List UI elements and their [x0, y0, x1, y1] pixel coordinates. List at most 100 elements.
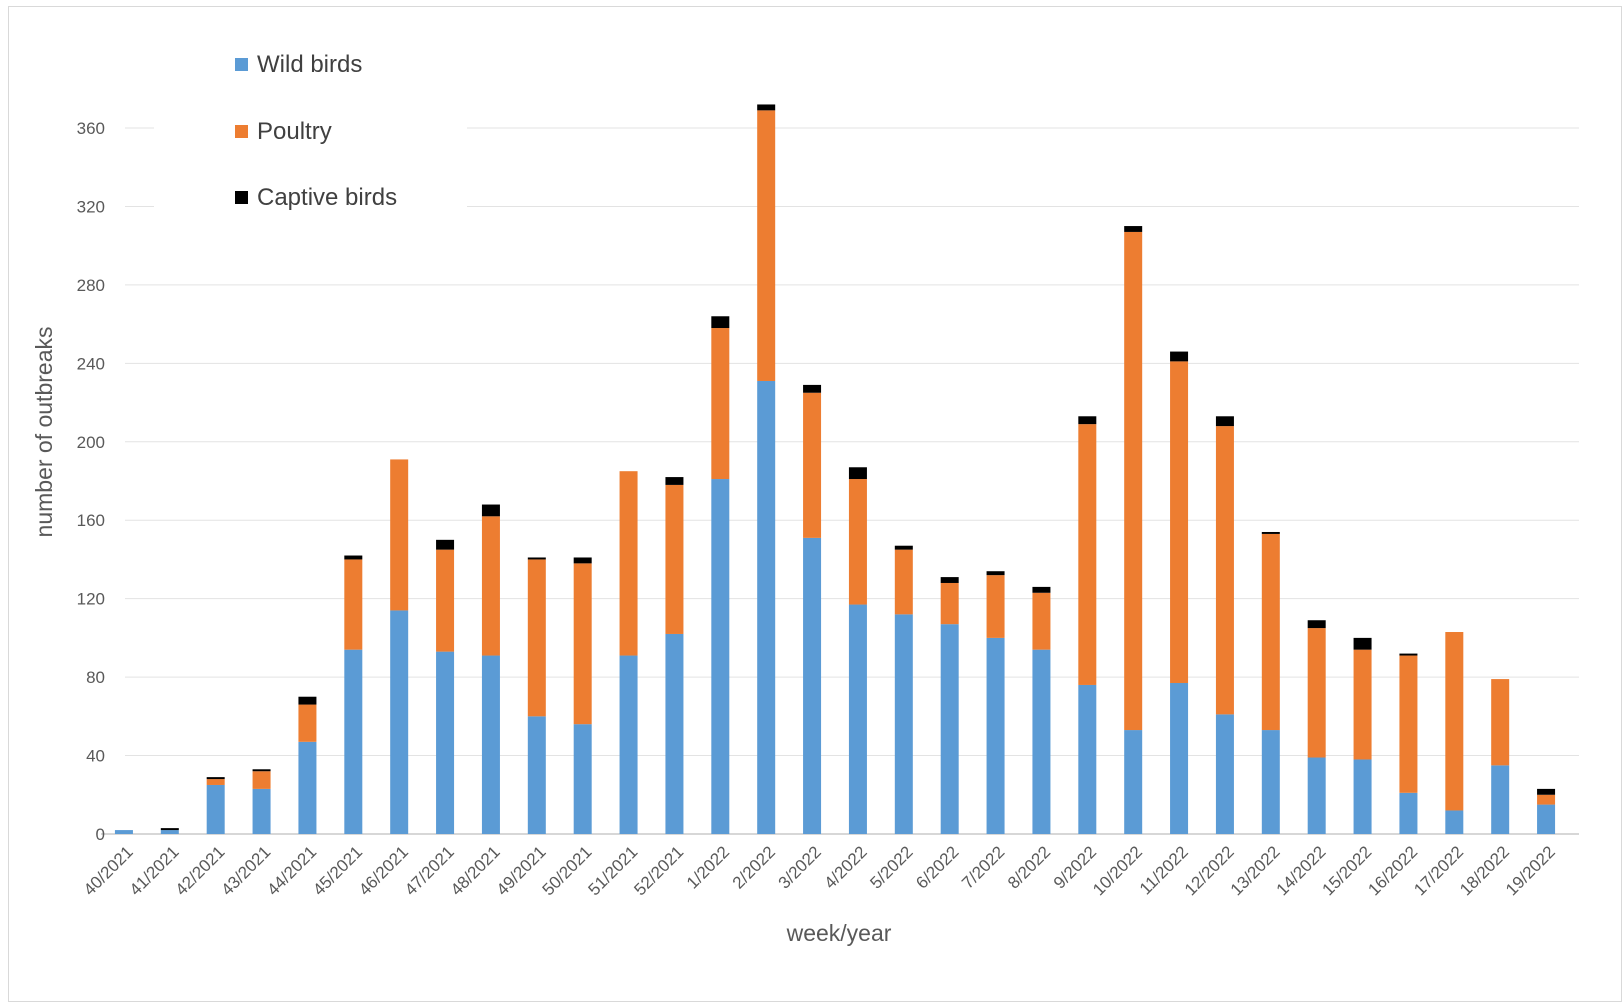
- x-tick-label: 45/2021: [309, 842, 366, 899]
- x-tick-label: 51/2021: [585, 842, 642, 899]
- x-axis-title: week/year: [786, 920, 892, 946]
- bar-segment: [1032, 592, 1051, 650]
- bar-segment: [436, 539, 455, 550]
- x-tick-label: 15/2022: [1319, 842, 1376, 899]
- bar-segment: [757, 104, 776, 111]
- bar-segment: [298, 741, 317, 834]
- legend-swatch: [235, 58, 248, 71]
- bar-segment: [160, 828, 179, 831]
- legend-swatch: [235, 125, 248, 138]
- bar-segment: [1261, 533, 1280, 731]
- bar-segment: [1170, 682, 1189, 834]
- bar-segment: [1399, 655, 1418, 793]
- bar-segment: [1307, 628, 1326, 758]
- y-tick-label: 120: [77, 590, 105, 609]
- bar-segment: [1307, 757, 1326, 834]
- x-tick-label: 16/2022: [1364, 842, 1421, 899]
- x-tick-label: 17/2022: [1410, 842, 1467, 899]
- x-tick-label: 18/2022: [1456, 842, 1513, 899]
- legend-swatch: [235, 191, 248, 204]
- bar-segment: [1491, 679, 1510, 766]
- bar-segment: [757, 110, 776, 381]
- bar-segment: [1399, 792, 1418, 834]
- x-axis-ticks: 40/202141/202142/202143/202144/202145/20…: [80, 842, 1559, 899]
- bar-segment: [114, 830, 133, 834]
- bar-segment: [1215, 416, 1234, 427]
- bar-segment: [1353, 759, 1372, 834]
- x-tick-label: 7/2022: [958, 842, 1008, 892]
- x-tick-label: 42/2021: [172, 842, 229, 899]
- bar-segment: [711, 316, 730, 329]
- stacked-bar-chart: 0 40 80 120 160 200 240 280 320 360 40/202141/202…: [31, 51, 1579, 946]
- y-axis-title: number of outbreaks: [31, 327, 57, 538]
- bar-segment: [803, 392, 822, 538]
- legend-label: Poultry: [257, 118, 332, 145]
- bar-segment: [986, 637, 1005, 834]
- bar-segment: [1445, 632, 1464, 811]
- legend-label: Captive birds: [257, 184, 397, 211]
- bar-segment: [160, 830, 179, 834]
- y-tick-label: 160: [77, 511, 105, 530]
- x-tick-label: 3/2022: [775, 842, 825, 892]
- bar-segment: [1491, 765, 1510, 834]
- bar-segment: [1261, 531, 1280, 534]
- bar-segment: [1353, 649, 1372, 760]
- bar-segment: [527, 716, 546, 834]
- bar-segment: [1032, 649, 1051, 834]
- bar-segment: [1215, 714, 1234, 834]
- bar-segment: [573, 557, 592, 564]
- bar-segment: [848, 604, 867, 834]
- bar-segment: [848, 467, 867, 480]
- bar-segment: [252, 788, 271, 834]
- y-tick-label: 360: [77, 119, 105, 138]
- x-tick-label: 10/2022: [1089, 842, 1146, 899]
- bar-segment: [1399, 653, 1418, 656]
- bar-segment: [1215, 426, 1234, 715]
- legend: Wild birds Poultry Captive birds: [235, 51, 397, 211]
- y-tick-label: 0: [96, 825, 105, 844]
- bar-segment: [573, 724, 592, 834]
- x-tick-label: 8/2022: [1004, 842, 1054, 892]
- x-tick-label: 49/2021: [493, 842, 550, 899]
- bar-segment: [665, 484, 684, 634]
- bar-segment: [619, 655, 638, 834]
- bar-segment: [527, 557, 546, 560]
- bar-segment: [986, 571, 1005, 576]
- bar-segment: [1445, 810, 1464, 834]
- bar-segment: [1170, 351, 1189, 362]
- x-tick-label: 41/2021: [126, 842, 183, 899]
- bar-segment: [894, 545, 913, 550]
- bar-segment: [344, 555, 363, 560]
- bar-segment: [803, 537, 822, 834]
- bar-segment: [390, 610, 409, 834]
- x-tick-label: 2/2022: [729, 842, 779, 892]
- bar-segment: [344, 559, 363, 650]
- bar-segment: [206, 779, 225, 785]
- bar-segment: [803, 384, 822, 393]
- bar-segment: [986, 575, 1005, 638]
- y-tick-label: 80: [86, 668, 105, 687]
- bar-segment: [940, 582, 959, 625]
- bar-segment: [1124, 730, 1143, 834]
- bar-segment: [1537, 788, 1556, 795]
- bar-segment: [252, 769, 271, 772]
- legend-label: Wild birds: [257, 51, 362, 78]
- bar-segment: [848, 479, 867, 605]
- bar-segment: [940, 624, 959, 834]
- bar-segment: [894, 614, 913, 834]
- chart-frame: 0 40 80 120 160 200 240 280 320 360 40/2021 41/202…: [8, 6, 1622, 1002]
- bar-segment: [344, 649, 363, 834]
- bar-segment: [1537, 794, 1556, 805]
- bar-segment: [298, 696, 317, 705]
- bar-segment: [298, 704, 317, 742]
- x-tick-label: 40/2021: [80, 842, 137, 899]
- x-tick-label: 12/2022: [1181, 842, 1238, 899]
- bar-segment: [252, 771, 271, 789]
- x-tick-label: 44/2021: [263, 842, 320, 899]
- bar-segment: [1353, 637, 1372, 650]
- y-tick-label: 40: [86, 747, 105, 766]
- bar-segment: [1078, 684, 1097, 834]
- bar-segment: [665, 633, 684, 834]
- bar-segment: [757, 380, 776, 834]
- x-tick-label: 52/2021: [630, 842, 687, 899]
